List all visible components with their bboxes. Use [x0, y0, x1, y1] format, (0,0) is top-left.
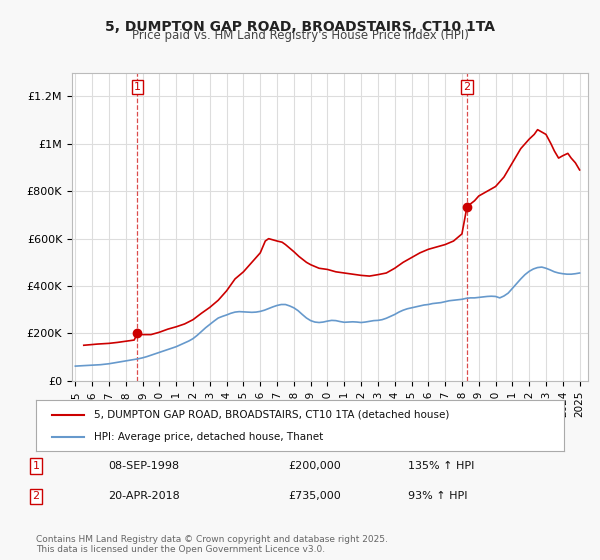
Text: 2: 2 [32, 491, 40, 501]
Text: £735,000: £735,000 [288, 491, 341, 501]
Text: 08-SEP-1998: 08-SEP-1998 [108, 461, 179, 471]
Text: 135% ↑ HPI: 135% ↑ HPI [408, 461, 475, 471]
Text: 93% ↑ HPI: 93% ↑ HPI [408, 491, 467, 501]
Text: £200,000: £200,000 [288, 461, 341, 471]
Text: 5, DUMPTON GAP ROAD, BROADSTAIRS, CT10 1TA (detached house): 5, DUMPTON GAP ROAD, BROADSTAIRS, CT10 1… [94, 409, 449, 419]
Text: Contains HM Land Registry data © Crown copyright and database right 2025.
This d: Contains HM Land Registry data © Crown c… [36, 535, 388, 554]
Text: 5, DUMPTON GAP ROAD, BROADSTAIRS, CT10 1TA: 5, DUMPTON GAP ROAD, BROADSTAIRS, CT10 1… [105, 20, 495, 34]
Text: 1: 1 [32, 461, 40, 471]
Text: HPI: Average price, detached house, Thanet: HPI: Average price, detached house, Than… [94, 432, 323, 442]
Text: 2: 2 [463, 82, 470, 92]
Text: 20-APR-2018: 20-APR-2018 [108, 491, 180, 501]
Text: 1: 1 [134, 82, 141, 92]
Text: Price paid vs. HM Land Registry's House Price Index (HPI): Price paid vs. HM Land Registry's House … [131, 29, 469, 42]
